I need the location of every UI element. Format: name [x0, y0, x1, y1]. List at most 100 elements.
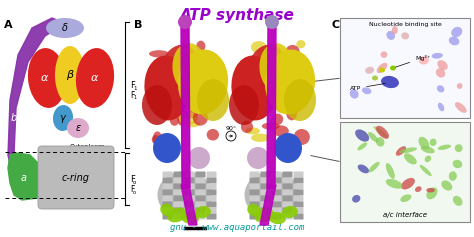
Ellipse shape: [449, 36, 459, 45]
Ellipse shape: [177, 113, 185, 126]
FancyBboxPatch shape: [195, 172, 206, 178]
FancyBboxPatch shape: [283, 201, 292, 208]
Ellipse shape: [246, 128, 260, 134]
Ellipse shape: [160, 204, 174, 216]
FancyBboxPatch shape: [173, 172, 183, 178]
Ellipse shape: [419, 137, 429, 150]
FancyBboxPatch shape: [340, 18, 470, 118]
Ellipse shape: [252, 88, 270, 100]
Ellipse shape: [285, 81, 302, 89]
FancyBboxPatch shape: [195, 178, 206, 183]
FancyBboxPatch shape: [207, 208, 217, 214]
Ellipse shape: [396, 146, 406, 156]
Ellipse shape: [374, 126, 388, 138]
Polygon shape: [8, 153, 42, 200]
Ellipse shape: [197, 56, 213, 67]
Ellipse shape: [239, 85, 255, 100]
FancyBboxPatch shape: [249, 208, 259, 214]
Ellipse shape: [178, 15, 192, 29]
Text: 1: 1: [133, 86, 137, 91]
Ellipse shape: [196, 99, 213, 107]
FancyBboxPatch shape: [272, 201, 282, 208]
Ellipse shape: [259, 43, 294, 93]
Ellipse shape: [183, 110, 198, 118]
FancyBboxPatch shape: [293, 183, 303, 190]
Ellipse shape: [241, 121, 253, 133]
Text: b: b: [11, 113, 17, 123]
Text: a: a: [21, 173, 27, 183]
Ellipse shape: [377, 63, 387, 73]
Ellipse shape: [167, 79, 176, 90]
FancyBboxPatch shape: [272, 172, 282, 178]
Ellipse shape: [401, 178, 415, 189]
Ellipse shape: [182, 62, 196, 71]
FancyBboxPatch shape: [272, 208, 282, 214]
FancyBboxPatch shape: [207, 178, 217, 183]
Ellipse shape: [355, 129, 369, 142]
Ellipse shape: [181, 212, 199, 224]
Text: ATP: ATP: [350, 83, 385, 91]
Ellipse shape: [449, 171, 457, 181]
Ellipse shape: [268, 212, 286, 224]
FancyBboxPatch shape: [283, 172, 292, 178]
FancyBboxPatch shape: [261, 172, 271, 178]
Ellipse shape: [152, 135, 160, 144]
Ellipse shape: [441, 180, 452, 191]
Text: 90°: 90°: [226, 126, 237, 131]
Ellipse shape: [415, 186, 421, 192]
FancyBboxPatch shape: [261, 196, 271, 201]
Ellipse shape: [274, 54, 285, 59]
Ellipse shape: [278, 63, 288, 73]
Ellipse shape: [426, 188, 435, 192]
FancyBboxPatch shape: [163, 201, 173, 208]
Text: ATP synthase: ATP synthase: [180, 8, 294, 23]
Ellipse shape: [376, 126, 389, 139]
Ellipse shape: [358, 164, 369, 173]
Ellipse shape: [197, 84, 211, 96]
Ellipse shape: [379, 68, 385, 73]
Ellipse shape: [251, 134, 270, 142]
Ellipse shape: [350, 89, 358, 99]
FancyBboxPatch shape: [272, 196, 282, 201]
Text: B: B: [134, 20, 142, 30]
FancyBboxPatch shape: [261, 178, 271, 183]
Polygon shape: [181, 185, 197, 225]
Ellipse shape: [173, 43, 208, 93]
FancyBboxPatch shape: [293, 201, 303, 208]
Ellipse shape: [247, 147, 269, 169]
Text: o: o: [133, 190, 136, 195]
Ellipse shape: [197, 72, 216, 79]
Text: Mg²⁺: Mg²⁺: [396, 55, 430, 67]
FancyBboxPatch shape: [261, 183, 271, 190]
Text: a/c interface: a/c interface: [383, 212, 427, 218]
FancyBboxPatch shape: [283, 178, 292, 183]
FancyBboxPatch shape: [261, 208, 271, 214]
Polygon shape: [8, 18, 62, 190]
Ellipse shape: [368, 132, 378, 142]
Ellipse shape: [160, 45, 201, 99]
Polygon shape: [267, 25, 276, 188]
FancyBboxPatch shape: [340, 122, 470, 222]
FancyBboxPatch shape: [184, 196, 194, 201]
FancyBboxPatch shape: [173, 208, 183, 214]
FancyBboxPatch shape: [163, 190, 173, 196]
Text: α: α: [91, 73, 98, 83]
Ellipse shape: [286, 105, 297, 120]
Ellipse shape: [296, 40, 306, 48]
Ellipse shape: [426, 187, 438, 199]
Ellipse shape: [242, 71, 259, 77]
Ellipse shape: [179, 112, 198, 125]
Ellipse shape: [229, 85, 259, 125]
Ellipse shape: [245, 171, 300, 219]
FancyBboxPatch shape: [249, 201, 259, 208]
FancyBboxPatch shape: [249, 190, 259, 196]
FancyBboxPatch shape: [272, 183, 282, 190]
FancyBboxPatch shape: [195, 208, 206, 214]
FancyBboxPatch shape: [173, 201, 183, 208]
Ellipse shape: [153, 131, 162, 146]
Ellipse shape: [158, 111, 168, 118]
FancyBboxPatch shape: [293, 208, 303, 214]
FancyBboxPatch shape: [249, 214, 259, 219]
Text: F: F: [130, 174, 135, 183]
Ellipse shape: [255, 208, 273, 222]
